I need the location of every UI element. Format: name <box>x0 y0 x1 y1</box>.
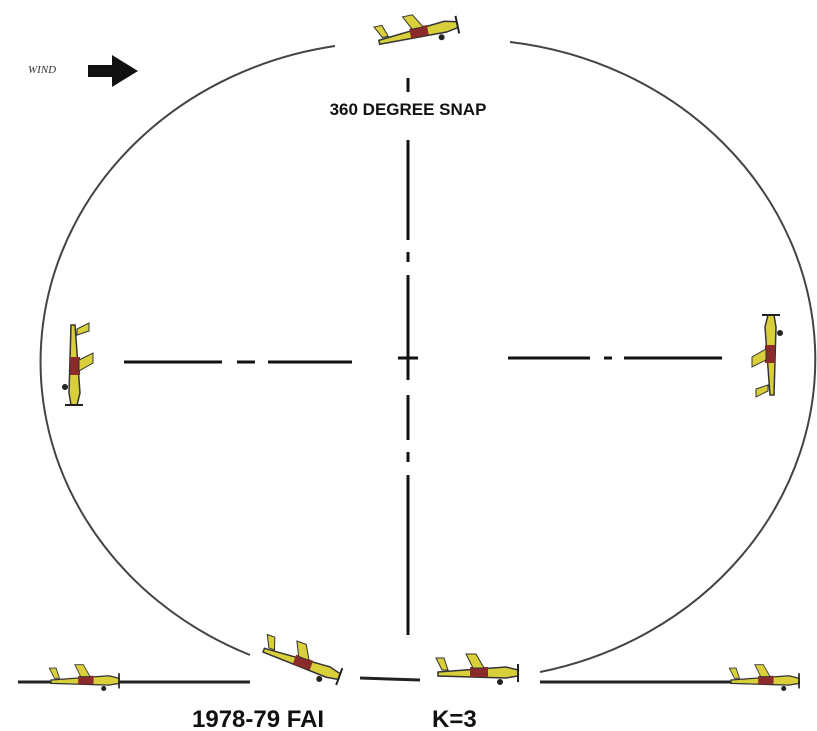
ground-line <box>359 676 421 682</box>
aircraft-entry <box>48 663 120 692</box>
maneuver-label: 360 DEGREE SNAP <box>330 100 487 119</box>
aircraft-bottom <box>435 653 519 686</box>
aircraft-left <box>61 322 94 406</box>
aircraft-right <box>751 314 784 398</box>
aircraft-top <box>372 5 461 55</box>
aircraft-exit <box>728 663 800 692</box>
k-factor: K=3 <box>432 706 477 731</box>
wind-label: WIND <box>28 64 56 76</box>
schedule-caption: 1978-79 FAI <box>192 706 324 731</box>
wind-arrow <box>88 55 138 87</box>
aircraft-bottom-left <box>257 629 347 689</box>
crosshair <box>124 78 722 635</box>
loop-arc-left <box>39 45 336 656</box>
loop-arc-right <box>509 41 817 673</box>
